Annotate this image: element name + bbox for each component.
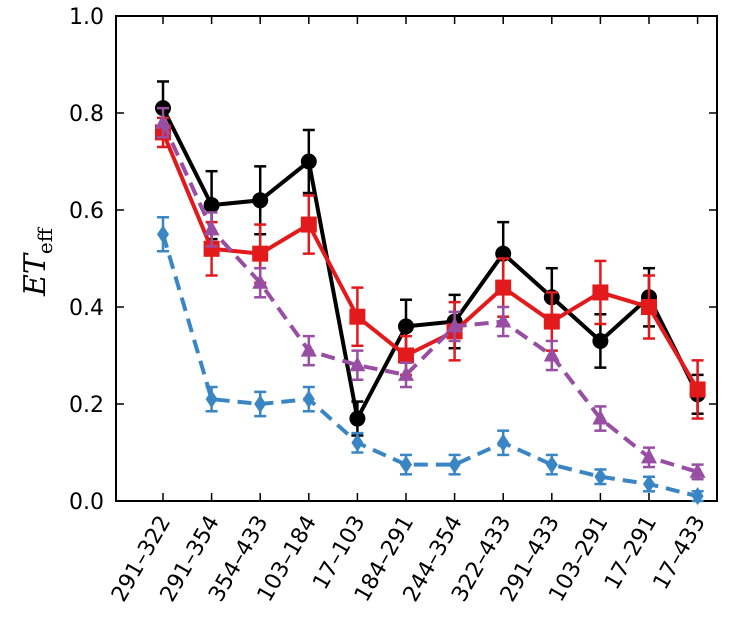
data-point [351, 433, 364, 452]
y-axis-label-main: ET [18, 252, 53, 297]
data-point [302, 390, 315, 409]
data-point [497, 433, 510, 452]
data-point [495, 279, 512, 296]
data-point [543, 313, 560, 330]
y-axis-label: ETeff [18, 226, 57, 297]
data-point [592, 409, 609, 425]
data-point [543, 346, 560, 362]
data-point [641, 299, 657, 315]
series-line [161, 121, 699, 474]
data-point [689, 381, 706, 398]
series-triangle [155, 106, 706, 481]
data-point [691, 487, 704, 506]
y-tick-label: 0.6 [69, 199, 104, 224]
data-point [643, 475, 655, 494]
data-point [252, 245, 269, 262]
y-tick-label: 0.8 [69, 102, 104, 127]
data-point [254, 395, 267, 413]
data-point [495, 312, 512, 328]
data-point [203, 240, 220, 257]
data-point [203, 197, 220, 214]
series-square [155, 116, 706, 420]
y-ticks: 0.0 0.2 0.4 0.6 0.8 1.0 [69, 5, 717, 515]
data-point [203, 220, 220, 236]
series-diamond [157, 216, 704, 506]
data-point [300, 341, 317, 357]
data-point [252, 192, 269, 209]
data-point [300, 153, 317, 170]
data-point [349, 356, 366, 372]
y-tick-label: 0.0 [69, 490, 104, 515]
y-tick-label: 0.4 [69, 296, 104, 321]
data-point [400, 455, 412, 474]
series-group [155, 80, 706, 506]
data-point [300, 216, 317, 233]
data-point [205, 390, 218, 409]
y-tick-label: 0.2 [69, 393, 104, 418]
series-line [161, 131, 700, 391]
data-point [594, 467, 607, 486]
axes-frame [115, 15, 718, 502]
data-point [448, 455, 461, 474]
y-tick-label: 1.0 [69, 5, 104, 30]
data-point [592, 332, 609, 349]
data-point [349, 308, 366, 325]
data-point [689, 462, 706, 478]
y-axis-label-subscript: eff [33, 226, 57, 254]
data-point [398, 365, 414, 381]
x-ticks: 291–322291–354354–433103–18417–103184–29… [107, 16, 711, 606]
data-point [641, 448, 657, 464]
data-point [252, 273, 269, 289]
plot-frame [115, 15, 718, 502]
data-point [349, 410, 366, 427]
data-point [592, 284, 609, 301]
data-point [157, 225, 169, 244]
data-point [545, 455, 558, 474]
data-point [398, 318, 414, 335]
data-point [446, 317, 463, 333]
data-point [398, 347, 414, 364]
data-point [155, 113, 171, 129]
series-line [161, 233, 699, 499]
series-line [161, 107, 700, 421]
